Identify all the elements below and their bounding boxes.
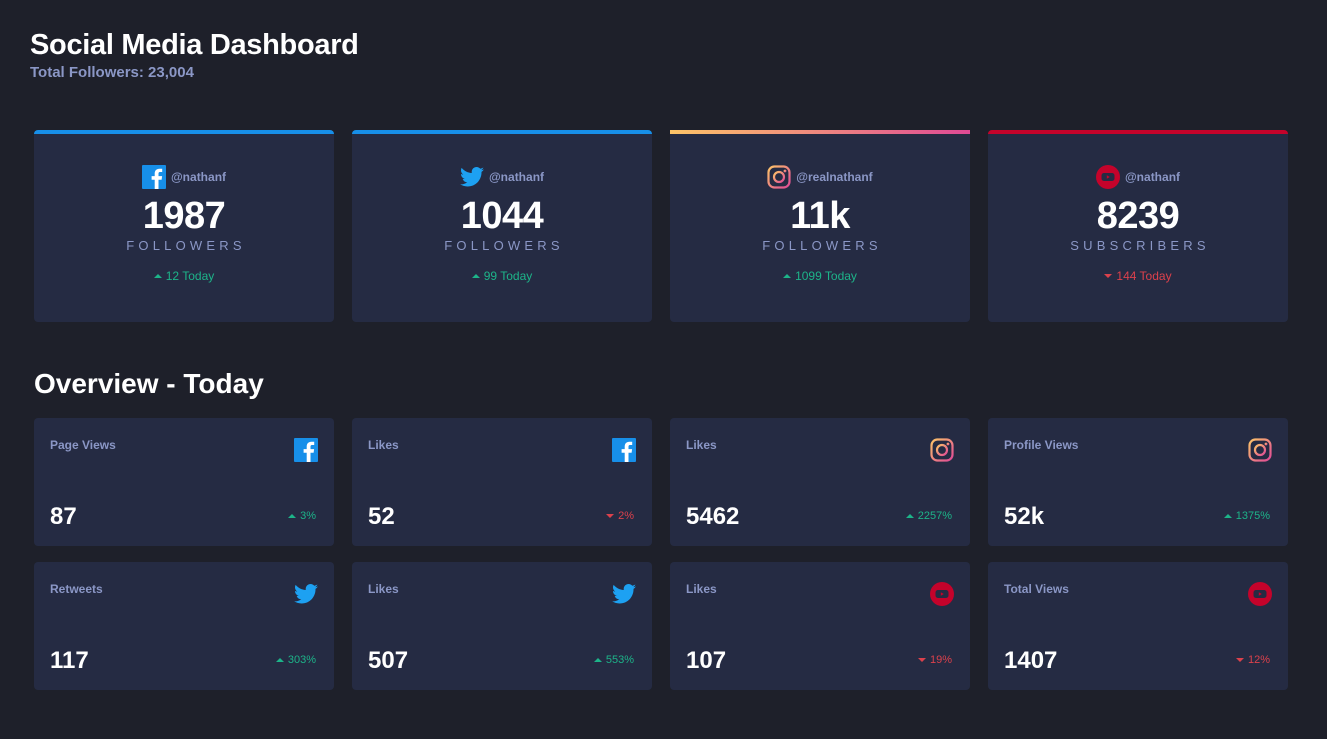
youtube-icon bbox=[930, 582, 954, 606]
metric-change: 19% bbox=[917, 654, 952, 666]
facebook-icon bbox=[294, 438, 318, 462]
metric-value: 5462 bbox=[686, 503, 740, 530]
overview-title: Overview - Today bbox=[34, 368, 264, 399]
handle: @nathanf bbox=[1124, 170, 1181, 184]
metric-value: 117 bbox=[50, 647, 89, 674]
metric-change: 3% bbox=[288, 510, 316, 522]
metric-change: 303% bbox=[275, 654, 316, 666]
arrow-up-icon bbox=[783, 274, 792, 278]
metric-label: Likes bbox=[368, 582, 399, 596]
today-change: 144 Today bbox=[1104, 268, 1172, 284]
follower-count: 1044 bbox=[460, 195, 544, 237]
arrow-down-icon bbox=[1104, 274, 1113, 278]
arrow-up-icon bbox=[593, 658, 602, 662]
overview-card[interactable]: Total Views 1407 12% bbox=[988, 562, 1288, 690]
metric-change: 2257% bbox=[905, 510, 952, 522]
follower-label: FOLLOWERS bbox=[444, 238, 564, 253]
arrow-up-icon bbox=[275, 658, 284, 662]
twitter-icon bbox=[612, 582, 636, 606]
today-change: 1099 Today bbox=[783, 268, 857, 284]
overview-card[interactable]: Likes 107 19% bbox=[670, 562, 970, 690]
facebook-icon bbox=[141, 165, 166, 189]
follower-count: 8239 bbox=[1096, 195, 1180, 237]
arrow-up-icon bbox=[1223, 514, 1232, 518]
handle: @nathanf bbox=[170, 170, 227, 184]
arrow-down-icon bbox=[1235, 658, 1244, 662]
total-followers: Total Followers: 23,004 bbox=[30, 64, 194, 81]
metric-change: 12% bbox=[1235, 654, 1270, 666]
follower-label: FOLLOWERS bbox=[126, 238, 246, 253]
header: Social Media Dashboard Total Followers: … bbox=[30, 28, 359, 84]
metric-label: Likes bbox=[368, 438, 399, 452]
twitter-icon bbox=[459, 167, 484, 187]
youtube-icon bbox=[1095, 165, 1120, 189]
follower-cards: @nathanf 1987 FOLLOWERS 12 Today @nathan… bbox=[34, 130, 1288, 322]
metric-value: 1407 bbox=[1004, 647, 1058, 674]
overview-card[interactable]: Likes 5462 2257% bbox=[670, 418, 970, 546]
metric-label: Likes bbox=[686, 582, 717, 596]
metric-value: 52k bbox=[1004, 503, 1045, 530]
overview-grid: Page Views 87 3% Likes 52 2% Likes 5462 … bbox=[34, 418, 1288, 690]
overview-card[interactable]: Profile Views 52k 1375% bbox=[988, 418, 1288, 546]
metric-change: 553% bbox=[593, 654, 634, 666]
instagram-icon bbox=[930, 438, 954, 462]
follower-card-twitter[interactable]: @nathanf 1044 FOLLOWERS 99 Today bbox=[352, 130, 652, 322]
metric-label: Page Views bbox=[50, 438, 116, 452]
overview-card[interactable]: Retweets 117 303% bbox=[34, 562, 334, 690]
overview-card[interactable]: Page Views 87 3% bbox=[34, 418, 334, 546]
today-change: 99 Today bbox=[471, 268, 532, 284]
metric-value: 107 bbox=[686, 647, 727, 674]
handle: @realnathanf bbox=[796, 170, 873, 184]
overview-card[interactable]: Likes 507 553% bbox=[352, 562, 652, 690]
follower-label: SUBSCRIBERS bbox=[1070, 238, 1210, 253]
twitter-icon bbox=[294, 582, 318, 606]
arrow-down-icon bbox=[606, 514, 615, 518]
page-title: Social Media Dashboard bbox=[30, 29, 359, 61]
follower-count: 11k bbox=[790, 195, 850, 237]
metric-change: 1375% bbox=[1223, 510, 1270, 522]
follower-card-facebook[interactable]: @nathanf 1987 FOLLOWERS 12 Today bbox=[34, 130, 334, 322]
arrow-down-icon bbox=[917, 658, 926, 662]
facebook-icon bbox=[612, 438, 636, 462]
metric-label: Likes bbox=[686, 438, 717, 452]
follower-card-instagram[interactable]: @realnathanf 11k FOLLOWERS 1099 Today bbox=[670, 130, 970, 322]
arrow-up-icon bbox=[153, 274, 162, 278]
follower-label: FOLLOWERS bbox=[762, 238, 882, 253]
instagram-icon bbox=[767, 165, 791, 189]
handle: @nathanf bbox=[488, 170, 545, 184]
metric-value: 52 bbox=[368, 503, 395, 530]
metric-value: 87 bbox=[50, 503, 77, 530]
metric-label: Total Views bbox=[1004, 582, 1069, 596]
arrow-up-icon bbox=[288, 514, 297, 518]
follower-count: 1987 bbox=[142, 195, 226, 237]
metric-value: 507 bbox=[368, 647, 409, 674]
follower-card-youtube[interactable]: @nathanf 8239 SUBSCRIBERS 144 Today bbox=[988, 130, 1288, 322]
metric-label: Profile Views bbox=[1004, 438, 1079, 452]
today-change: 12 Today bbox=[153, 268, 214, 284]
instagram-icon bbox=[1248, 438, 1272, 462]
overview-card[interactable]: Likes 52 2% bbox=[352, 418, 652, 546]
metric-change: 2% bbox=[606, 510, 634, 522]
arrow-up-icon bbox=[471, 274, 480, 278]
arrow-up-icon bbox=[905, 514, 914, 518]
metric-label: Retweets bbox=[50, 582, 103, 596]
youtube-icon bbox=[1248, 582, 1272, 606]
